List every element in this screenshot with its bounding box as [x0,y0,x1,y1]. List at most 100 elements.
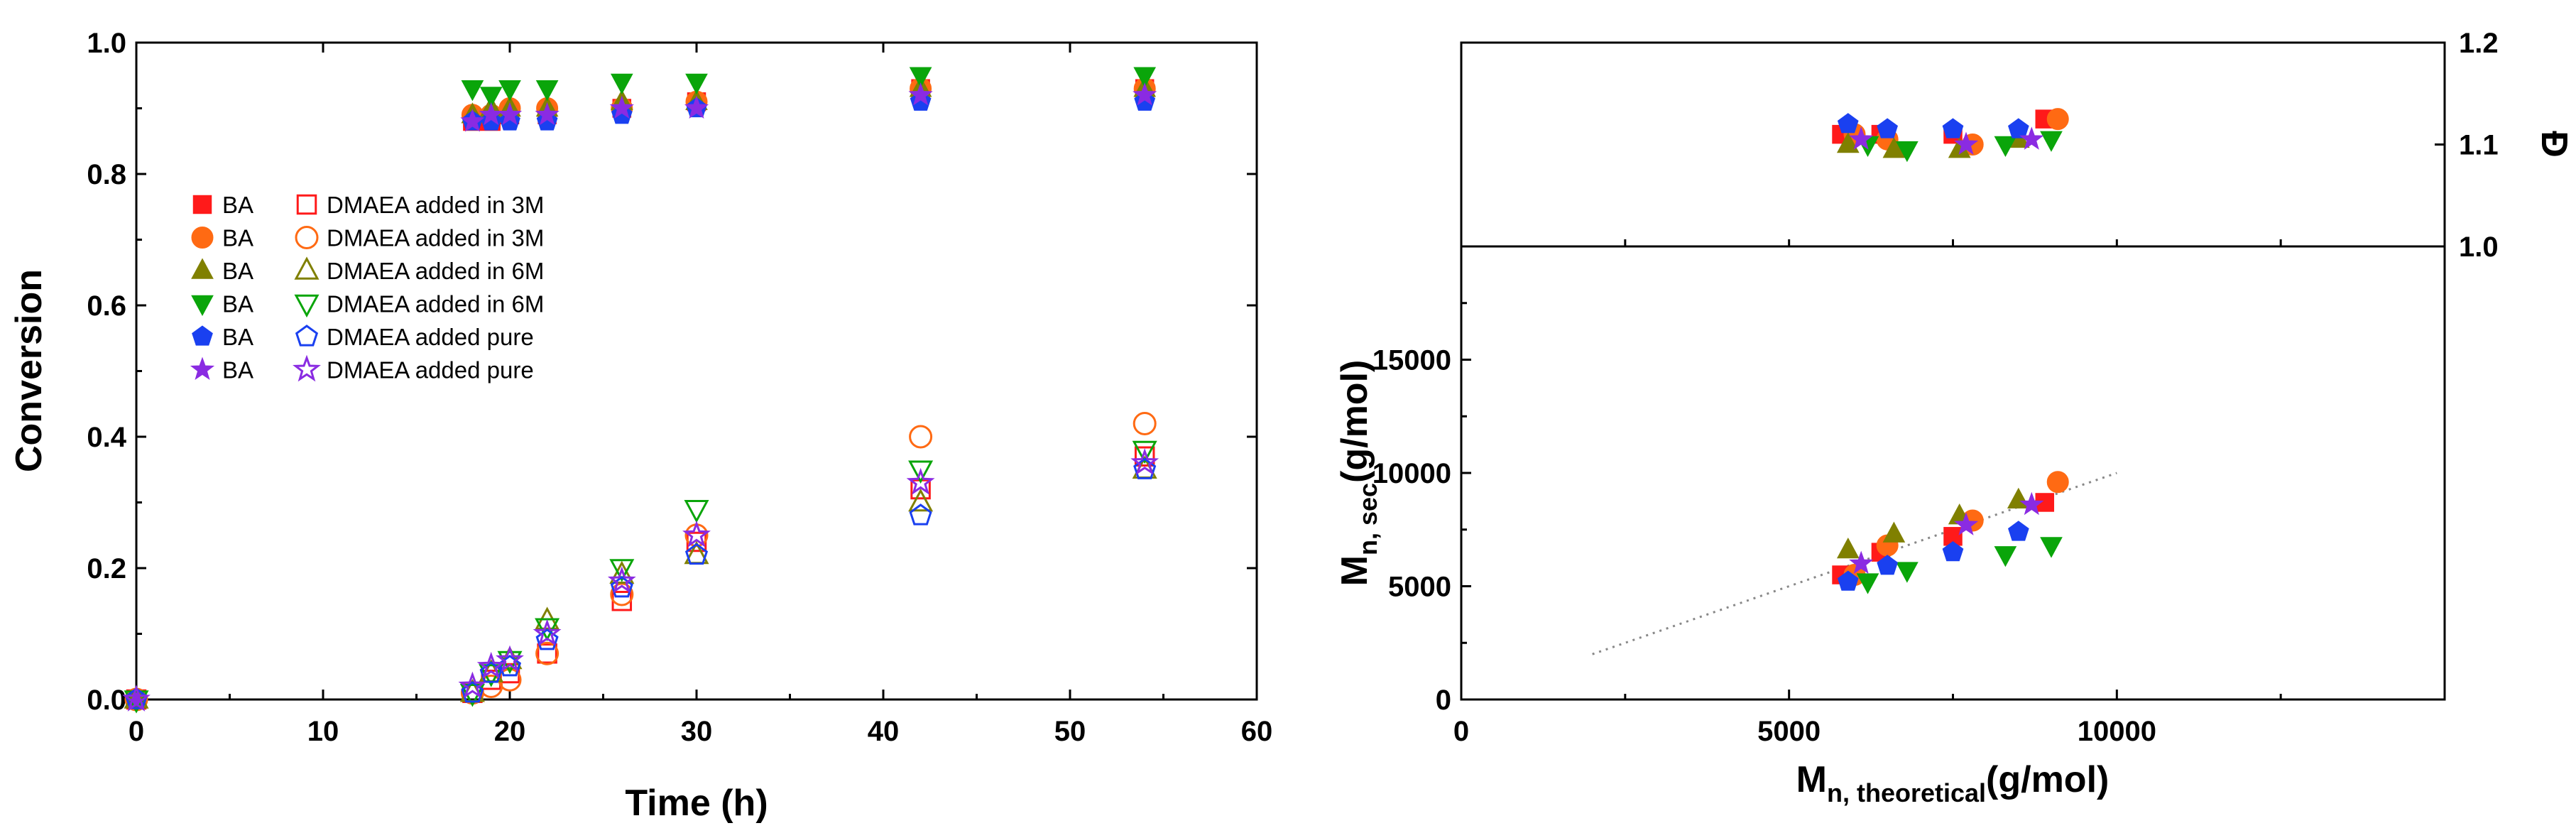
molar-mass-point [1877,555,1898,575]
molar-mass-points [1832,471,2069,594]
data-point [908,488,934,512]
legend-label: DMAEA added in 3M [327,192,544,218]
dispersity-point [1994,136,2017,158]
legend-label: BA [222,324,253,350]
legend-marker [296,194,317,215]
data-point [458,671,487,699]
dispersity-point [1837,113,1859,134]
data-point [1134,446,1155,467]
molar-mass-point [2040,537,2063,558]
data-point [535,102,560,126]
legend-label: BA [222,291,253,317]
data-point [908,82,933,106]
data-point [684,543,709,565]
legend-marker [192,195,212,214]
data-point [496,645,524,673]
conversion-plot: 0 10 20 30 40 50 60 0.0 0.2 0.4 0.6 0.8 1.0 BA DMAEA… [9,28,1272,824]
molar-mass-y-tick-label: 5000 [1388,572,1451,603]
molar-mass-y-ticks: 0 5000 10000 15000 [1372,302,1471,716]
y-tick-label: 0.6 [87,290,126,322]
y-tick-label: 0.0 [87,685,126,716]
data-point [1133,82,1157,106]
dispersity-point [1953,131,1979,156]
data-point [533,619,562,646]
data-point [535,641,560,665]
legend-label: BA [222,192,253,218]
conversion-plot-frame [135,41,1258,701]
dispersity-point [2046,108,2069,131]
molar-mass-point [1836,537,1860,559]
dispersity-point [1896,141,1919,163]
data-point [497,102,523,126]
molar-mass-point [2008,521,2029,541]
dispersity-tick-label: 1.0 [2459,232,2499,263]
dispersity-plot: 1.0 1.1 1.2 Đ [1460,28,2575,263]
y-tick-label: 0.2 [87,553,126,584]
data-point [461,80,484,102]
legend-label: DMAEA added in 6M [327,258,544,284]
data-point [609,95,634,119]
molar-mass-x-axis-title: Mn, theoretical(g/mol) [1796,759,2110,807]
data-point [610,575,633,598]
data-point [497,646,523,670]
data-point [535,628,559,650]
legend-marker [295,226,319,249]
molar-mass-point [1882,521,1906,543]
data-point [1133,412,1157,435]
molar-mass-plot-frame [1460,245,2446,701]
data-point [476,651,506,679]
conversion-x-ticks: 0 10 20 30 40 50 60 [129,43,1272,747]
molar-mass-point [1837,570,1859,591]
x-tick-label: 10 [307,716,339,747]
molar-mass-x-tick-label: 10000 [2078,716,2156,747]
legend-label: BA [222,258,253,284]
legend-marker [190,356,215,380]
x-tick-label: 40 [868,716,900,747]
legend-label: DMAEA added in 3M [327,225,544,251]
data-point [1133,457,1157,479]
conversion-x-axis-title: Time (h) [625,783,768,824]
legend-marker [191,295,214,317]
molar-mass-point [1953,512,1979,535]
data-point [610,73,633,95]
dispersity-y-ticks: 1.0 1.1 1.2 [1624,28,2499,263]
data-point [122,685,151,712]
data-point [1132,440,1157,464]
legend-label: BA [222,225,253,251]
dispersity-point [1882,137,1906,158]
y-tick-label: 1.0 [87,28,126,59]
data-point [535,80,559,102]
legend-label: DMAEA added pure [327,324,534,350]
data-point [609,560,635,584]
legend-marker [191,258,214,279]
legend-marker [294,294,320,318]
legend-marker [192,325,213,346]
data-point [461,680,484,703]
x-tick-label: 30 [681,716,713,747]
data-point [479,87,503,108]
molar-mass-x-ticks: 0 5000 10000 [1453,690,2282,747]
data-point [906,467,935,495]
data-point [685,73,708,95]
molar-mass-x-tick-label: 0 [1453,716,1469,747]
molar-mass-plot: 0 5000 10000 0 5000 10000 15000 Mn, theoretic… [1334,245,2446,807]
y-tick-label: 0.4 [87,422,126,453]
molar-mass-point [1849,550,1874,575]
dispersity-point [1877,118,1898,138]
data-point [460,109,485,132]
data-point [908,460,934,484]
dispersity-point [1849,126,1874,150]
x-tick-label: 50 [1054,716,1086,747]
dispersity-tick-label: 1.1 [2459,130,2499,161]
molar-mass-point [1942,540,1964,562]
dispersity-point [1942,118,1964,138]
data-point [1130,448,1159,475]
data-point [1133,67,1157,88]
dispersity-point [2008,118,2029,138]
legend-marker [191,227,214,249]
data-point [684,95,709,119]
conversion-points [122,67,1159,714]
legend-label: DMAEA added pure [327,357,534,383]
legend-label: BA [222,357,253,383]
